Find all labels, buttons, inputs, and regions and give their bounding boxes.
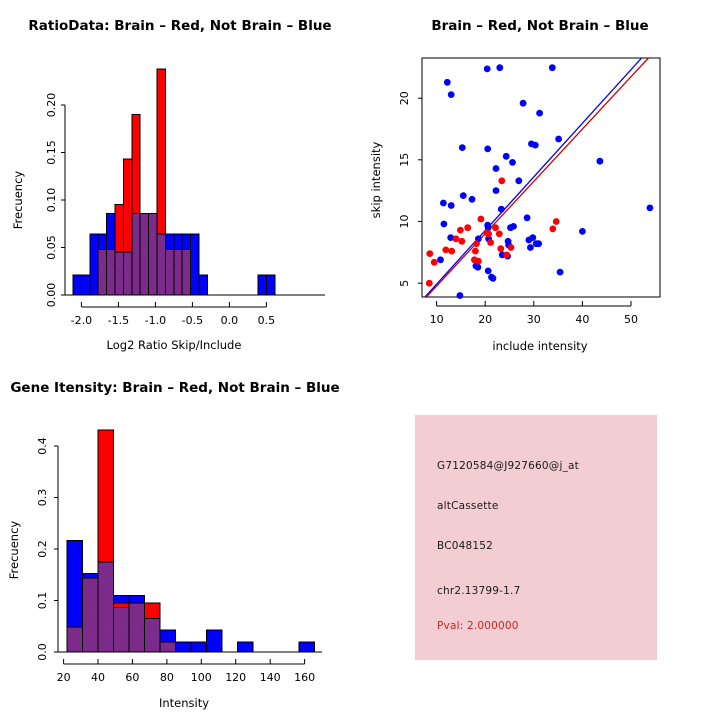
gene-histogram-bars [66, 429, 315, 653]
panel-scatter: Brain – Red, Not Brain – Blue [360, 0, 720, 360]
ratio-x-axis-label: Log2 Ratio Skip/Include [107, 338, 242, 352]
info-accession: BC048152 [437, 540, 494, 552]
ratio-histogram-bars [72, 68, 276, 296]
ratio-xtick--1.0: -1.0 [145, 314, 166, 327]
gene-xtick-40: 40 [91, 671, 105, 684]
scatter-ytick-20: 20 [398, 91, 411, 105]
gene-histogram-y-axis: 0.4 0.3 0.2 0.1 0.0 Frecuency [7, 437, 59, 661]
scatter-fit-lines [424, 58, 649, 297]
info-event-type: altCassette [437, 500, 499, 512]
gene-ytick-0.4: 0.4 [36, 437, 49, 455]
ratio-xtick--2.0: -2.0 [71, 314, 92, 327]
gene-xtick-60: 60 [125, 671, 139, 684]
scatter-plot-frame [421, 57, 661, 298]
ratio-histogram-svg: RatioData: Brain – Red, Not Brain – Blue… [11, 18, 332, 352]
gene-y-axis-label: Frecuency [7, 521, 21, 580]
ratio-histogram-x-axis: -2.0 -1.5 -1.0 -0.5 0.0 0.5 Log2 Ratio S… [71, 302, 275, 352]
ratio-ytick-0.10: 0.10 [45, 188, 58, 213]
ratio-ytick-0.15: 0.15 [45, 140, 58, 165]
gene-xtick-80: 80 [160, 671, 174, 684]
ratio-histogram-title: RatioData: Brain – Red, Not Brain – Blue [28, 18, 331, 34]
scatter-xtick-50: 50 [624, 313, 638, 326]
scatter-ytick-10: 10 [398, 215, 411, 229]
panel-ratio-histogram: RatioData: Brain – Red, Not Brain – Blue… [0, 0, 360, 360]
ratio-xtick-0.5: 0.5 [258, 314, 276, 327]
info-panel: G7120584@J927660@j_at altCassette BC0481… [415, 415, 657, 660]
gene-xtick-100: 100 [191, 671, 212, 684]
gene-ytick-0.3: 0.3 [36, 489, 49, 507]
gene-ytick-0.0: 0.0 [36, 643, 49, 661]
scatter-y-axis-label: skip intensity [369, 141, 383, 218]
scatter-points-brain [425, 177, 560, 287]
scatter-xtick-10: 10 [430, 313, 444, 326]
scatter-x-axis: 10 20 30 40 50 include intensity [430, 301, 638, 353]
info-locus: chr2.13799-1.7 [437, 585, 521, 597]
scatter-svg: Brain – Red, Not Brain – Blue [369, 18, 661, 353]
ratio-ytick-0.00: 0.00 [45, 283, 58, 308]
ratio-y-axis-label: Frecuency [11, 171, 25, 230]
ratio-xtick-0.0: 0.0 [221, 314, 239, 327]
info-pval: Pval: 2.000000 [437, 620, 519, 632]
ratio-ytick-0.05: 0.05 [45, 235, 58, 260]
scatter-x-axis-label: include intensity [492, 339, 587, 353]
scatter-xtick-30: 30 [527, 313, 541, 326]
scatter-ytick-15: 15 [398, 153, 411, 167]
gene-xtick-120: 120 [225, 671, 246, 684]
scatter-y-axis: 5 10 15 20 skip intensity [369, 91, 422, 287]
gene-histogram-title: Gene Itensity: Brain – Red, Not Brain – … [10, 380, 339, 396]
panel-gene-histogram: Gene Itensity: Brain – Red, Not Brain – … [0, 360, 360, 720]
scatter-xtick-40: 40 [575, 313, 589, 326]
gene-x-axis-label: Intensity [159, 696, 209, 710]
scatter-ytick-5: 5 [398, 280, 411, 287]
scatter-points-not-brain [437, 64, 654, 299]
ratio-xtick--0.5: -0.5 [182, 314, 203, 327]
gene-ytick-0.1: 0.1 [36, 592, 49, 610]
gene-xtick-140: 140 [260, 671, 281, 684]
gene-histogram-x-axis: 20 40 60 80 100 120 140 160 Intensity [57, 659, 315, 710]
scatter-xtick-20: 20 [478, 313, 492, 326]
ratio-xtick--1.5: -1.5 [108, 314, 129, 327]
info-probe-id: G7120584@J927660@j_at [437, 460, 579, 472]
ratio-ytick-0.20: 0.20 [45, 93, 58, 118]
scatter-title: Brain – Red, Not Brain – Blue [431, 18, 648, 34]
ratio-histogram-y-axis: 0.20 0.15 0.10 0.05 0.00 Frecuency [11, 93, 66, 308]
gene-ytick-0.2: 0.2 [36, 540, 49, 558]
gene-xtick-160: 160 [294, 671, 315, 684]
gene-histogram-svg: Gene Itensity: Brain – Red, Not Brain – … [7, 380, 340, 710]
gene-xtick-20: 20 [57, 671, 71, 684]
